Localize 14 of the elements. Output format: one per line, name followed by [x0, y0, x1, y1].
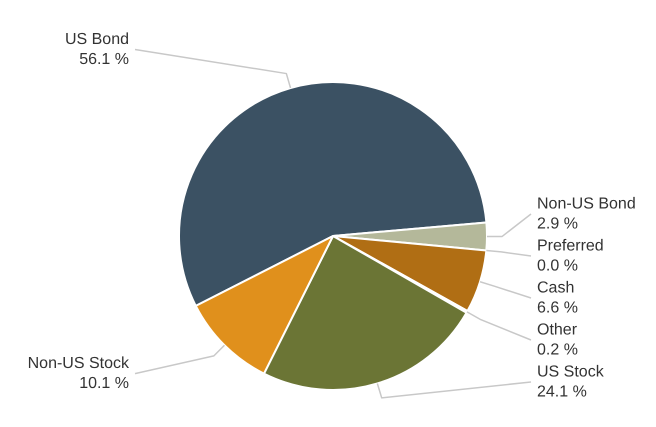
slice-label: Non-US Stock: [28, 355, 130, 372]
text: 0.0 %: [537, 257, 578, 274]
data-label: 2.9 %: [537, 215, 578, 232]
data-label: 24.1 %: [537, 383, 587, 400]
slice-label: US Stock: [537, 363, 605, 380]
data-label: 56.1 %: [79, 50, 129, 68]
legend-label: Preferred: [537, 237, 604, 254]
slice-label: US Bond: [64, 30, 129, 48]
slice-label: Non-US Bond: [537, 195, 636, 212]
data-label: 0.2 %: [537, 341, 578, 358]
slice-label: Cash: [537, 279, 574, 296]
data-label: 6.6 %: [537, 299, 578, 316]
slice-label: Other: [537, 321, 578, 338]
data-label: 10.1 %: [79, 375, 129, 392]
